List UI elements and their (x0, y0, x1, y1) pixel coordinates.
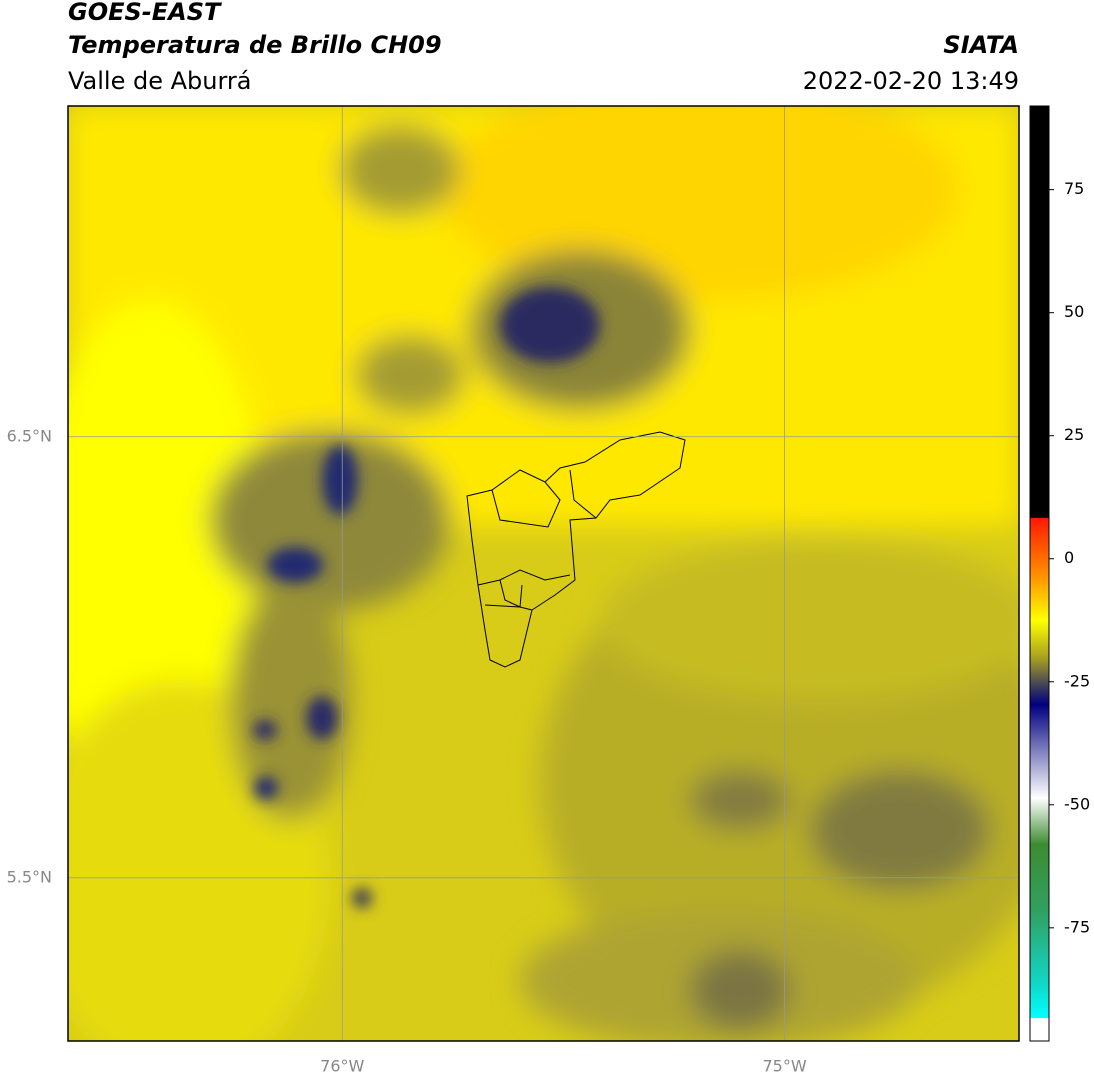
subtitle: Temperatura de Brillo CH09 (68, 31, 442, 59)
source: SIATA (943, 31, 1019, 59)
title: GOES-EAST (68, 0, 222, 26)
colorbar-tick-label: -25 (1064, 671, 1090, 690)
grid (68, 106, 1019, 1041)
datetime: 2022-02-20 13:49 (803, 67, 1019, 95)
colorbar-tick-label: 0 (1064, 548, 1074, 567)
lon-label: 76°W (320, 1057, 364, 1076)
colorbar-tick-label: 75 (1064, 179, 1084, 198)
lon-label: 75°W (762, 1057, 806, 1076)
satellite-image (68, 106, 1019, 1041)
region: Valle de Aburrá (68, 67, 252, 95)
colorbar-tick-label: -75 (1064, 917, 1090, 936)
colorbar-tick-label: 50 (1064, 302, 1084, 321)
lat-label: 6.5°N (7, 426, 52, 445)
colorbar-tick-label: -50 (1064, 794, 1090, 813)
valley-boundary (466, 431, 686, 668)
map-frame (67, 105, 1020, 1042)
colorbar-tick-label: 25 (1064, 425, 1084, 444)
colorbar (1029, 105, 1050, 1042)
lat-label: 5.5°N (7, 867, 52, 886)
